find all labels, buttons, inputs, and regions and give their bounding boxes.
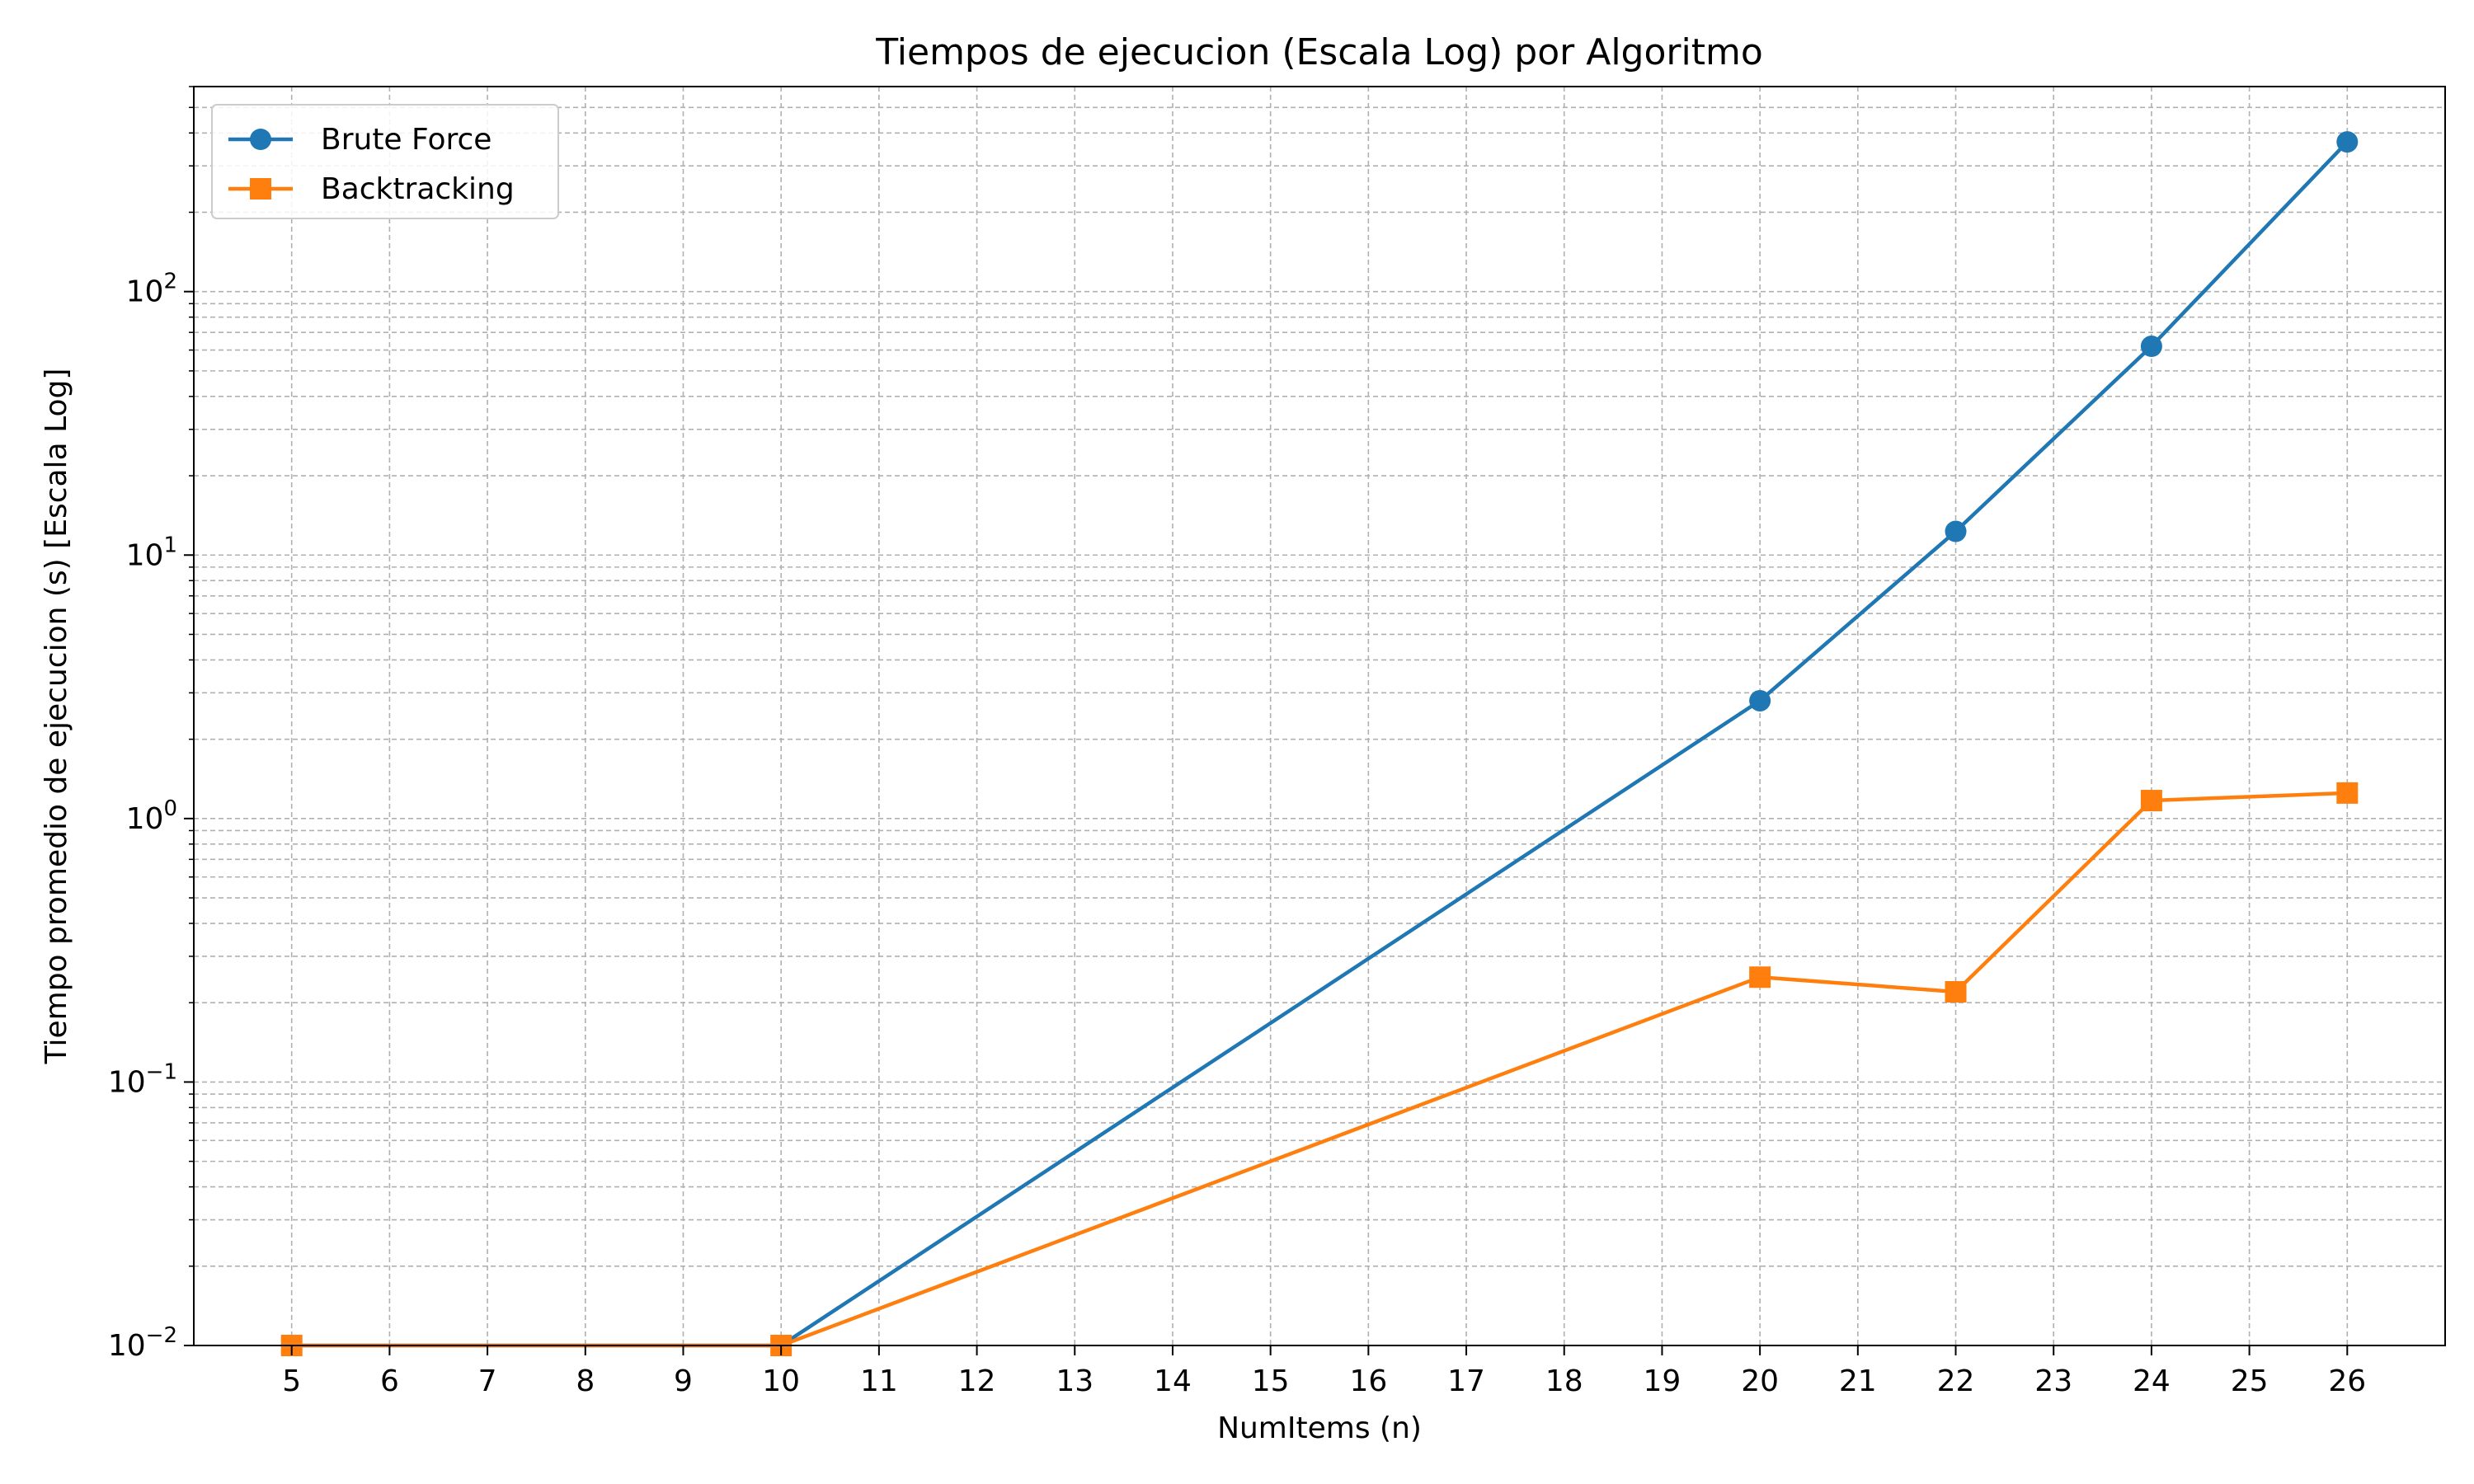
series-0 [280,131,2359,1356]
x-tick-label: 20 [1741,1364,1779,1398]
x-tick-label: 19 [1644,1364,1681,1398]
axis-ticks: 5 6 7 8 9 10 11 12 13 14 15 16 17 18 19 20 21 22 23 24 25 26 1… [108,86,2366,1398]
x-tick-label: 7 [478,1364,497,1398]
x-tick-label: 11 [860,1364,898,1398]
data-point [1749,966,1771,989]
y-tick-label: 10−1 [108,1059,177,1099]
chart-title: Tiempos de ejecucion (Escala Log) por Al… [875,31,1763,73]
series-line [291,140,2349,1348]
x-tick-label: 25 [2231,1364,2269,1398]
legend-swatch-marker [250,178,271,200]
x-tick-label: 26 [2328,1364,2366,1398]
series-layer [280,131,2359,1356]
x-tick-label: 18 [1545,1364,1583,1398]
legend-label: Backtracking [321,172,515,206]
x-tick-label: 23 [2034,1364,2072,1398]
data-point [2140,790,2162,812]
x-tick-label: 6 [380,1364,399,1398]
legend-box [211,104,559,219]
legend-label: Brute Force [321,123,492,157]
data-point [2140,336,2162,358]
x-tick-label: 15 [1252,1364,1290,1398]
y-axis-label: Tiempo promedio de ejecucion (s) [Escala… [40,369,73,1065]
x-tick-label: 13 [1056,1364,1094,1398]
x-tick-label: 21 [1839,1364,1877,1398]
x-tick-label: 5 [282,1364,301,1398]
x-tick-label: 14 [1154,1364,1192,1398]
x-tick-label: 22 [1937,1364,1975,1398]
y-tick-label: 100 [126,796,177,836]
x-tick-label: 24 [2133,1364,2171,1398]
y-tick-label: 102 [126,270,177,309]
series-1 [280,782,2359,1356]
data-point [2336,131,2359,153]
x-tick-label: 10 [762,1364,800,1398]
data-point [2336,782,2359,804]
plot-frame [193,86,2446,1346]
series-line [291,791,2348,1348]
legend-swatch-marker [250,129,271,150]
x-tick-label: 17 [1447,1364,1485,1398]
x-tick-label: 16 [1349,1364,1387,1398]
legend: Brute Force Backtracking [211,104,559,219]
x-tick-label: 9 [674,1364,693,1398]
y-tick-label: 101 [126,533,177,572]
x-tick-label: 8 [576,1364,595,1398]
data-point [1945,520,1967,542]
data-point [1749,689,1771,711]
x-axis-label: NumItems (n) [1217,1411,1422,1445]
y-tick-label: 10−2 [108,1323,177,1363]
data-point [1945,980,1967,1003]
x-tick-label: 12 [958,1364,996,1398]
grid [194,86,2445,1346]
